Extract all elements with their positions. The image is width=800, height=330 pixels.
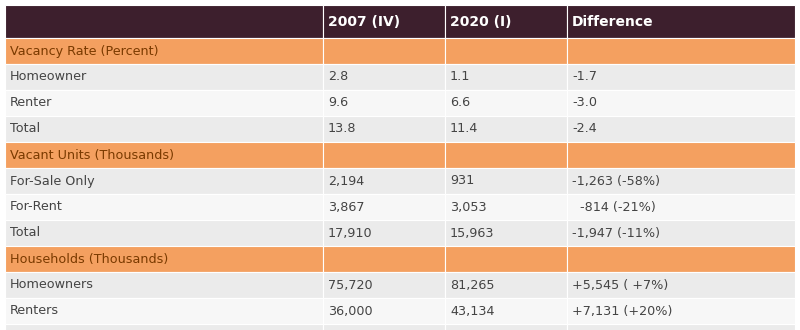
Text: 17,910: 17,910 [328, 226, 373, 240]
Bar [445, 246, 567, 272]
Bar [5, 194, 323, 220]
Text: -814 (-21%): -814 (-21%) [572, 201, 656, 214]
Bar [323, 272, 445, 298]
Bar [323, 324, 445, 330]
Bar [445, 220, 567, 246]
Bar [323, 246, 445, 272]
Bar [445, 324, 567, 330]
Text: 43,134: 43,134 [450, 305, 494, 317]
Text: +7,131 (+20%): +7,131 (+20%) [572, 305, 672, 317]
Text: 36,000: 36,000 [328, 305, 373, 317]
Bar [5, 220, 323, 246]
Bar [5, 142, 323, 168]
Text: 3,053: 3,053 [450, 201, 486, 214]
Text: -1,947 (-11%): -1,947 (-11%) [572, 226, 660, 240]
Bar [5, 246, 323, 272]
Text: -2.4: -2.4 [572, 122, 597, 136]
Text: Homeowners: Homeowners [10, 279, 94, 291]
Bar [445, 116, 567, 142]
Bar [567, 5, 795, 38]
Text: 9.6: 9.6 [328, 96, 348, 110]
Bar [567, 168, 795, 194]
Text: 2.8: 2.8 [328, 71, 348, 83]
Text: 6.6: 6.6 [450, 96, 470, 110]
Bar [445, 5, 567, 38]
Text: 2,194: 2,194 [328, 175, 364, 187]
Text: Homeowner: Homeowner [10, 71, 87, 83]
Text: -1,263 (-58%): -1,263 (-58%) [572, 175, 660, 187]
Bar [567, 38, 795, 64]
Bar [323, 168, 445, 194]
Bar [445, 142, 567, 168]
Text: 81,265: 81,265 [450, 279, 494, 291]
Bar [567, 246, 795, 272]
Bar [445, 90, 567, 116]
Bar [567, 194, 795, 220]
Text: 3,867: 3,867 [328, 201, 365, 214]
Bar [323, 194, 445, 220]
Bar [445, 38, 567, 64]
Bar [323, 90, 445, 116]
Text: -1.7: -1.7 [572, 71, 597, 83]
Text: Total: Total [10, 122, 40, 136]
Bar [445, 298, 567, 324]
Text: Renters: Renters [10, 305, 59, 317]
Bar [323, 5, 445, 38]
Bar [323, 142, 445, 168]
Text: Vacant Units (Thousands): Vacant Units (Thousands) [10, 148, 174, 161]
Text: Difference: Difference [572, 15, 654, 28]
Text: Vacancy Rate (Percent): Vacancy Rate (Percent) [10, 45, 158, 57]
Text: 15,963: 15,963 [450, 226, 494, 240]
Text: Households (Thousands): Households (Thousands) [10, 252, 168, 266]
Bar [5, 298, 323, 324]
Text: -3.0: -3.0 [572, 96, 597, 110]
Bar [5, 64, 323, 90]
Bar [5, 324, 323, 330]
Bar [567, 64, 795, 90]
Text: For-Sale Only: For-Sale Only [10, 175, 94, 187]
Bar [5, 272, 323, 298]
Bar [445, 64, 567, 90]
Text: For-Rent: For-Rent [10, 201, 63, 214]
Text: +5,545 ( +7%): +5,545 ( +7%) [572, 279, 668, 291]
Bar [567, 298, 795, 324]
Text: Renter: Renter [10, 96, 52, 110]
Bar [445, 272, 567, 298]
Bar [323, 220, 445, 246]
Bar [445, 168, 567, 194]
Bar [567, 142, 795, 168]
Text: 75,720: 75,720 [328, 279, 373, 291]
Text: 11.4: 11.4 [450, 122, 478, 136]
Text: Total: Total [10, 226, 40, 240]
Bar [323, 64, 445, 90]
Text: 2020 (I): 2020 (I) [450, 15, 511, 28]
Bar [5, 5, 323, 38]
Bar [567, 272, 795, 298]
Bar [567, 90, 795, 116]
Bar [323, 116, 445, 142]
Bar [5, 90, 323, 116]
Text: 13.8: 13.8 [328, 122, 357, 136]
Bar [445, 194, 567, 220]
Bar [323, 38, 445, 64]
Bar [5, 168, 323, 194]
Bar [5, 116, 323, 142]
Text: 1.1: 1.1 [450, 71, 470, 83]
Bar [567, 324, 795, 330]
Bar [323, 298, 445, 324]
Bar [5, 38, 323, 64]
Bar [567, 220, 795, 246]
Text: 2007 (IV): 2007 (IV) [328, 15, 400, 28]
Bar [567, 116, 795, 142]
Text: 931: 931 [450, 175, 474, 187]
